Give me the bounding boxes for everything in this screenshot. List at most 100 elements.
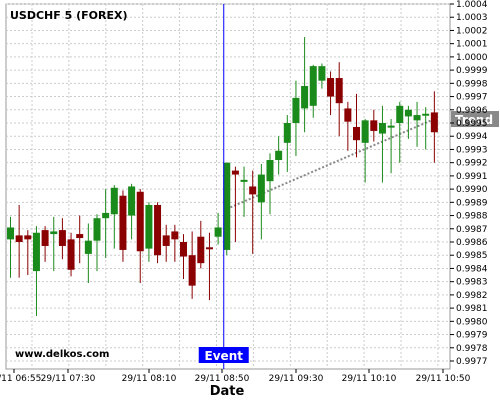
candle-body [223, 162, 231, 250]
candle-up [292, 80, 300, 157]
y-tick-label: 0.9997 [456, 93, 488, 103]
y-tick-label: 0.9984 [456, 264, 488, 274]
candle-body [396, 105, 404, 123]
candle-up [102, 189, 110, 258]
candle-body [430, 112, 438, 133]
candle-body [145, 204, 153, 249]
y-tick-label: 0.9981 [456, 304, 488, 314]
trend-label: Trend [455, 113, 493, 127]
candle-body [301, 85, 309, 109]
y-tick-label: 0.9985 [456, 251, 488, 261]
candle-down [205, 232, 213, 301]
axis-layer: 0.9977 0.9978 0.9979 0.9980 0.9981 0.9982 0.99… [0, 0, 488, 384]
candle-up [240, 166, 248, 217]
candle-up [404, 105, 412, 139]
candle-up [275, 136, 283, 175]
candle-up [396, 101, 404, 163]
candle-body [67, 239, 75, 270]
candle-down [15, 204, 23, 278]
candle-up [283, 115, 291, 172]
candle-body [214, 227, 222, 237]
candle-down [76, 215, 84, 264]
candle-body [84, 240, 92, 254]
candle-up [50, 216, 58, 272]
y-tick-label: 0.9983 [456, 278, 488, 288]
candle-body [119, 195, 127, 250]
y-tick-label: 0.9982 [456, 291, 488, 301]
candle-up [223, 162, 231, 256]
y-tick-label: 1.0004 [456, 0, 488, 10]
y-tick-label: 1.0001 [456, 40, 488, 50]
candle-up [214, 212, 222, 245]
y-tick-label: 0.9980 [456, 317, 488, 327]
candle-down [188, 231, 196, 299]
y-tick-label: 0.9986 [456, 238, 488, 248]
x-axis-label: Date [210, 384, 245, 399]
y-tick-label: 1.0002 [456, 26, 488, 36]
candle-up [84, 223, 92, 283]
candle-up [309, 64, 317, 118]
y-tick-label: 0.9995 [456, 119, 488, 129]
candle-up [318, 63, 326, 89]
candle-body [353, 126, 360, 141]
candle-body [110, 187, 118, 215]
chart-title: USDCHF 5 (FOREX) [10, 9, 127, 22]
candle-body [327, 78, 335, 97]
candle-up [93, 214, 101, 272]
candle-down [171, 224, 179, 262]
y-tick-label: 0.9999 [456, 66, 488, 76]
y-tick-label: 1.0003 [456, 13, 488, 23]
candle-up [145, 202, 153, 262]
candle-down [162, 224, 170, 262]
x-tick-label: 29/11 08:50 [195, 374, 250, 384]
candle-down [353, 93, 360, 158]
candle-down [154, 202, 162, 264]
candle-body [422, 113, 430, 116]
candle-body [387, 125, 395, 128]
candle-body [240, 179, 248, 182]
candle-body [76, 234, 84, 239]
y-tick-label: 0.9987 [456, 225, 488, 235]
y-tick-label: 0.9977 [456, 357, 488, 367]
y-tick-label: 0.9991 [456, 172, 488, 182]
candle-body [93, 218, 101, 241]
candle-down [24, 230, 32, 276]
candle-body [32, 232, 40, 272]
candle-body [154, 204, 162, 256]
x-tick-label: 29/11 10:50 [416, 374, 471, 384]
candle-body [275, 150, 283, 161]
candle-down [67, 232, 75, 277]
candle-up [361, 119, 369, 183]
watermark-text: www.delkos.com [15, 349, 109, 360]
candle-down [58, 218, 66, 260]
candle-body [24, 235, 32, 240]
candle-body [413, 115, 421, 121]
candle-layer [7, 37, 438, 317]
y-tick-label: 0.9993 [456, 145, 488, 155]
candle-down [249, 170, 257, 254]
candle-down [231, 166, 239, 242]
trend-badge [451, 111, 499, 128]
x-tick-label: 29/11 10:10 [342, 374, 397, 384]
candle-body [7, 227, 14, 240]
candle-body [197, 236, 205, 264]
x-tick-label: 29/11 06:55 [0, 374, 41, 384]
candle-body [335, 78, 343, 104]
candle-body [361, 120, 369, 143]
event-badge [198, 347, 249, 363]
candle-up [110, 185, 118, 249]
candle-down [41, 226, 49, 262]
y-tick-label: 0.9992 [456, 159, 488, 169]
candle-body [266, 160, 274, 182]
y-tick-label: 1.0000 [456, 53, 488, 63]
candle-down [344, 101, 352, 151]
candle-body [344, 108, 352, 122]
candle-down [197, 220, 205, 269]
candle-body [180, 242, 187, 257]
candle-down [370, 109, 378, 142]
candle-down [335, 62, 343, 137]
candle-body [231, 170, 239, 175]
candle-up [257, 163, 265, 240]
